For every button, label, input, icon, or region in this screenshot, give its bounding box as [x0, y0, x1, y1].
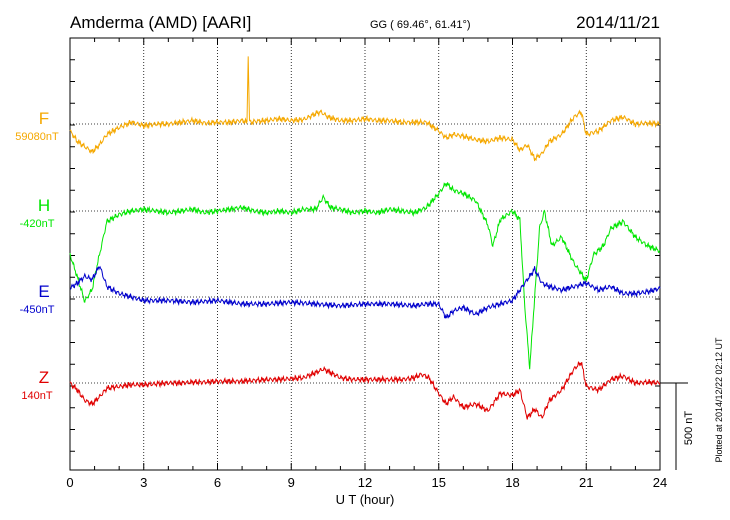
x-tick-label: 24: [653, 475, 667, 490]
scale-bar-label: 500 nT: [683, 411, 695, 446]
station-coords: GG ( 69.46°, 61.41°): [370, 19, 471, 31]
series-labels: F 59080nT H -420nT E -450nT Z 140nT: [15, 109, 59, 402]
x-tick-labels: 0 3 6 9 12 15 18 21 24: [66, 475, 667, 490]
x-tick-label: 3: [140, 475, 147, 490]
series-name-h: H: [38, 196, 50, 215]
series-group: [69, 56, 661, 420]
x-tick-label: 0: [66, 475, 73, 490]
x-tick-label: 12: [358, 475, 372, 490]
station-title: Amderma (AMD) [AARI]: [70, 13, 251, 32]
plot-date: 2014/11/21: [576, 13, 660, 32]
series-baseline-h: -420nT: [20, 218, 55, 230]
series-name-f: F: [39, 109, 49, 128]
series-baseline-z: 140nT: [21, 390, 52, 402]
scale-bar: 500 nT: [660, 382, 695, 470]
series-line-e: [69, 265, 661, 319]
series-baseline-e: -450nT: [20, 304, 55, 316]
series-line-f: [69, 56, 661, 162]
x-tick-label: 9: [288, 475, 295, 490]
series-name-e: E: [38, 282, 49, 301]
x-axis-title: U T (hour): [336, 492, 395, 507]
x-tick-label: 6: [214, 475, 221, 490]
series-line-z: [69, 361, 661, 420]
x-tick-label: 18: [505, 475, 519, 490]
series-line-h: [69, 182, 661, 370]
series-baseline-f: 59080nT: [15, 131, 59, 143]
axis-ticks: [69, 38, 661, 470]
grid-lines: [70, 38, 660, 470]
plotted-at-note: Plotted at 2014/12/22 02:12 UT: [714, 337, 724, 463]
x-tick-label: 15: [432, 475, 446, 490]
series-name-z: Z: [39, 368, 49, 387]
x-tick-label: 21: [579, 475, 593, 490]
